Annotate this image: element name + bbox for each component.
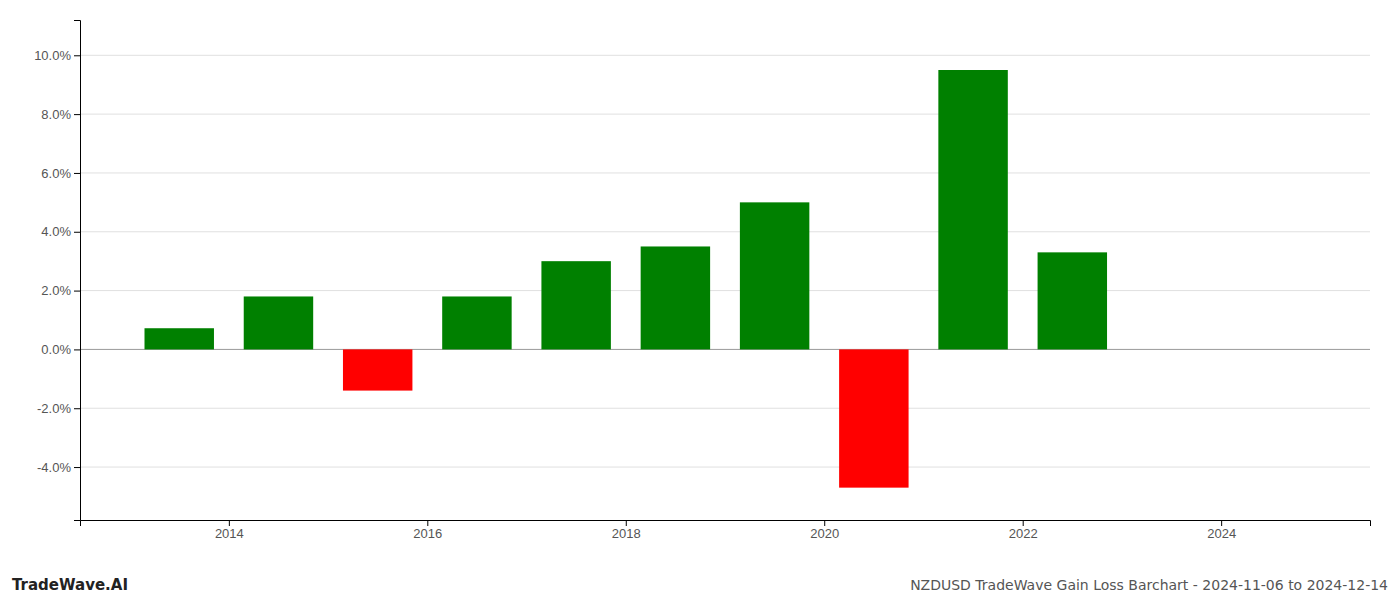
y-tick-mark: [74, 467, 80, 468]
y-tick: -2.0%: [37, 401, 80, 416]
y-tick-label: 10.0%: [34, 48, 71, 63]
x-axis: 2014 2016 2018 2020 2022 2024: [81, 520, 1371, 541]
bar: [1038, 252, 1107, 349]
grid-line: [80, 172, 1370, 173]
y-tick-mark: [74, 114, 80, 115]
x-tick-mark: [229, 520, 230, 526]
y-tick: 8.0%: [41, 107, 80, 122]
y-tick-label: 4.0%: [41, 224, 71, 239]
y-tick: 4.0%: [41, 224, 80, 239]
y-tick-label: 0.0%: [41, 342, 71, 357]
x-tick-label: 2018: [612, 526, 641, 541]
y-axis-line: [74, 21, 81, 521]
y-tick-label: 6.0%: [41, 166, 71, 181]
y-tick: 2.0%: [41, 283, 80, 298]
plot: 2014 2016 2018 2020 2022 2024 -4.0% -2.0% 0.0% 2.…: [34, 21, 1370, 542]
y-tick-label: 8.0%: [41, 107, 71, 122]
y-tick: -4.0%: [37, 460, 80, 475]
x-tick: 2014: [215, 520, 244, 541]
chart: 2014 2016 2018 2020 2022 2024 -4.0% -2.0% 0.0% 2.…: [0, 0, 1400, 600]
y-tick-mark: [74, 55, 80, 56]
y-tick-label: 2.0%: [41, 283, 71, 298]
y-tick-mark: [74, 232, 80, 233]
x-tick-mark: [824, 520, 825, 526]
title: NZDUSD TradeWave Gain Loss Barchart - 20…: [910, 577, 1388, 593]
y-tick-mark: [74, 408, 80, 409]
grid: [80, 55, 1370, 467]
watermark: TradeWave.AI: [12, 576, 128, 594]
y-tick: 6.0%: [41, 166, 80, 181]
y-tick-mark: [74, 173, 80, 174]
grid-line: [80, 408, 1370, 409]
x-tick-label: 2020: [810, 526, 839, 541]
bar: [839, 349, 908, 487]
y-tick-mark: [74, 291, 80, 292]
x-tick-label: 2024: [1207, 526, 1236, 541]
y-tick-label: -2.0%: [37, 401, 71, 416]
grid-line: [80, 467, 1370, 468]
x-tick: 2024: [1207, 520, 1236, 541]
x-tick-label: 2022: [1009, 526, 1038, 541]
x-axis-line: [81, 521, 1371, 527]
grid-line: [80, 290, 1370, 291]
y-tick: 10.0%: [34, 48, 80, 63]
x-tick-mark: [626, 520, 627, 526]
bar: [442, 296, 511, 349]
bar: [938, 70, 1007, 349]
grid-line: [80, 114, 1370, 115]
y-tick: 0.0%: [41, 342, 80, 357]
grid-line: [80, 55, 1370, 56]
x-tick-label: 2016: [413, 526, 442, 541]
bar: [641, 246, 710, 349]
bar: [244, 296, 313, 349]
x-tick-mark: [1221, 520, 1222, 526]
x-tick: 2020: [810, 520, 839, 541]
y-axis: -4.0% -2.0% 0.0% 2.0% 4.0% 6.0% 8.0% 10.0%: [34, 21, 80, 521]
x-tick: 2018: [612, 520, 641, 541]
x-tick: 2016: [413, 520, 442, 541]
bar: [343, 349, 412, 390]
bar: [145, 328, 214, 349]
x-tick-mark: [1023, 520, 1024, 526]
x-tick: 2022: [1009, 520, 1038, 541]
y-tick-label: -4.0%: [37, 460, 71, 475]
bars: [145, 70, 1108, 488]
grid-line: [80, 231, 1370, 232]
bar: [541, 261, 610, 349]
y-tick-mark: [74, 349, 80, 350]
x-tick-label: 2014: [215, 526, 244, 541]
x-tick-mark: [427, 520, 428, 526]
bar: [740, 202, 809, 349]
